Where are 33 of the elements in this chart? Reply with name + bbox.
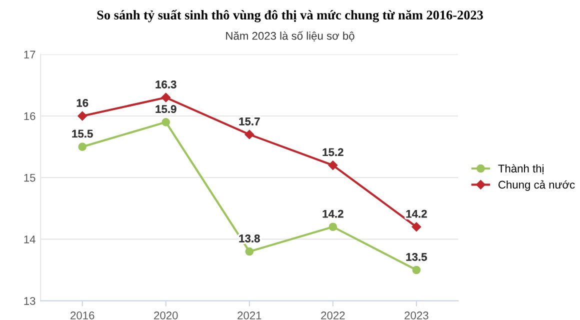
data-label: 15.2 — [322, 148, 344, 156]
data-label: 14.2 — [406, 210, 427, 218]
data-label: 15.9 — [156, 105, 176, 114]
legend-label: Chung cả nước — [498, 180, 575, 191]
point — [161, 92, 171, 102]
point — [412, 222, 422, 232]
y-tick-label: 16 — [24, 112, 36, 120]
x-tick-label: 2020 — [154, 312, 178, 320]
point — [244, 130, 254, 140]
x-tick-label: 2022 — [321, 312, 345, 320]
point — [412, 266, 421, 274]
x-tick-label: 2021 — [238, 312, 262, 320]
y-tick-label: 15 — [24, 174, 36, 182]
point — [328, 222, 338, 232]
data-label: 15.7 — [239, 118, 260, 126]
y-tick-label: 13 — [24, 297, 36, 305]
chart-subtitle: Năm 2023 là số liệu sơ bộ — [226, 31, 354, 42]
data-label: 13.5 — [406, 252, 427, 261]
point — [162, 118, 170, 126]
chart-title: So sánh tỷ suất sinh thô vùng đô thị và mức chung từ năm 2016-2023 — [97, 10, 483, 22]
point — [78, 111, 87, 121]
point — [245, 247, 254, 256]
legend-label: Thành thị — [498, 164, 544, 174]
data-label: 16.3 — [156, 80, 176, 88]
point — [328, 160, 338, 170]
x-tick-label: 2023 — [404, 312, 428, 320]
y-tick-label: 17 — [24, 50, 36, 58]
point — [78, 142, 87, 151]
data-label: 16 — [76, 98, 88, 107]
data-label: 14.2 — [322, 210, 344, 218]
y-tick-label: 14 — [24, 236, 36, 244]
data-label: 15.5 — [72, 130, 93, 138]
x-tick-label: 2016 — [70, 312, 94, 320]
